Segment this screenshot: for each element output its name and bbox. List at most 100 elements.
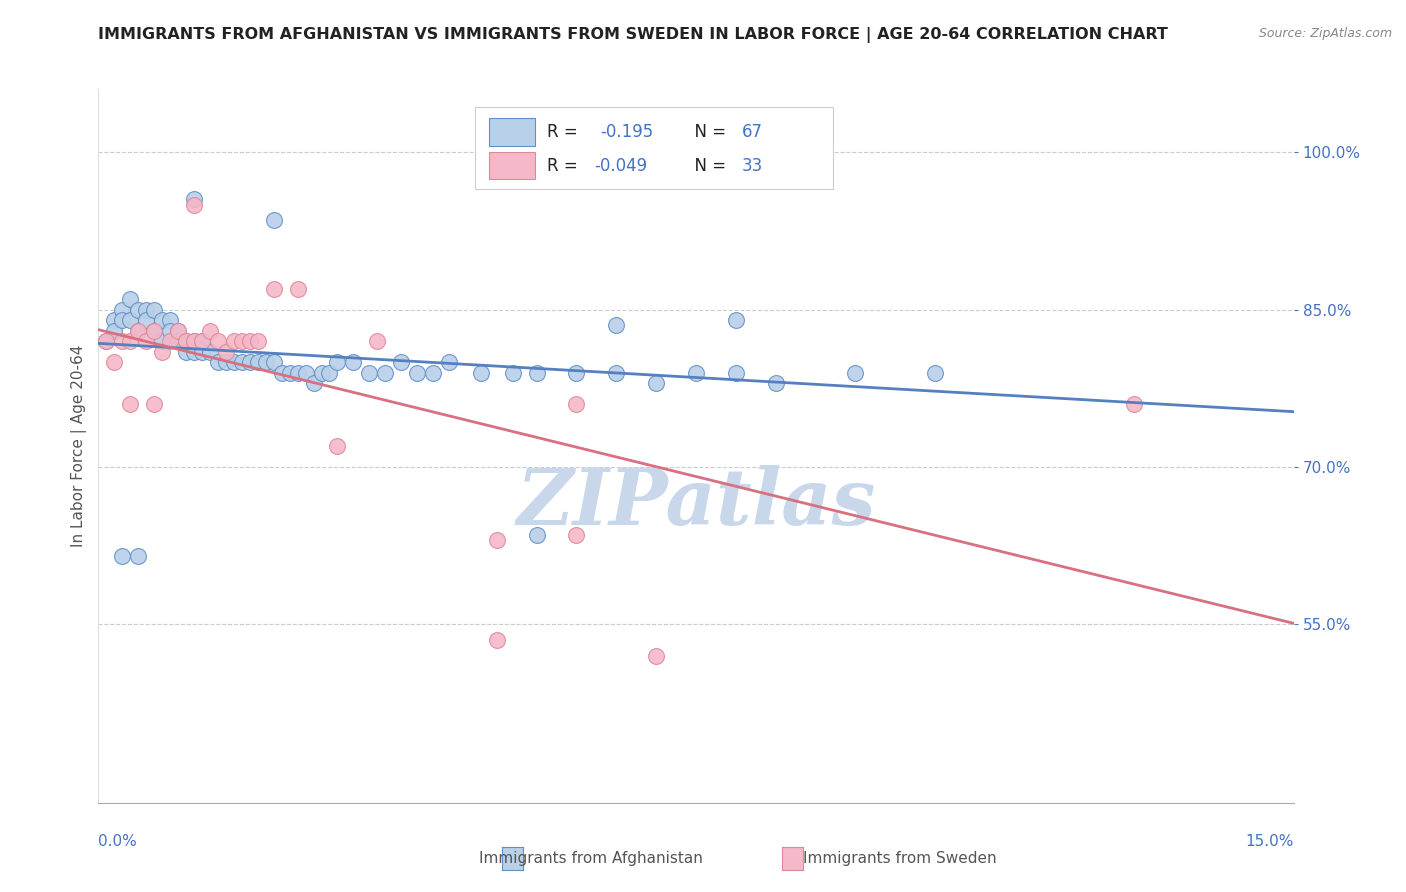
Point bbox=[502, 366, 524, 380]
Point bbox=[111, 313, 134, 327]
Point bbox=[120, 313, 142, 327]
Point bbox=[222, 355, 245, 369]
Point bbox=[263, 213, 285, 227]
Point bbox=[174, 334, 197, 348]
Point bbox=[150, 313, 173, 327]
Point bbox=[326, 355, 349, 369]
Point bbox=[215, 344, 238, 359]
Point bbox=[215, 355, 238, 369]
Text: Immigrants from Sweden: Immigrants from Sweden bbox=[803, 851, 997, 865]
Point bbox=[389, 355, 412, 369]
Text: IMMIGRANTS FROM AFGHANISTAN VS IMMIGRANTS FROM SWEDEN IN LABOR FORCE | AGE 20-64: IMMIGRANTS FROM AFGHANISTAN VS IMMIGRANT… bbox=[98, 27, 1168, 43]
Point bbox=[183, 344, 205, 359]
Point bbox=[183, 334, 205, 348]
Point bbox=[239, 355, 262, 369]
Point bbox=[645, 376, 668, 390]
Point bbox=[270, 366, 292, 380]
Point bbox=[605, 366, 627, 380]
Point bbox=[724, 366, 747, 380]
Point bbox=[207, 334, 229, 348]
Text: R =: R = bbox=[547, 157, 582, 175]
Point bbox=[374, 366, 396, 380]
Point bbox=[685, 366, 707, 380]
Point bbox=[294, 366, 316, 380]
Point bbox=[191, 344, 214, 359]
Point bbox=[135, 334, 157, 348]
Point bbox=[103, 355, 125, 369]
Point bbox=[127, 549, 149, 564]
Point bbox=[135, 313, 157, 327]
Point bbox=[143, 324, 166, 338]
Point bbox=[127, 302, 149, 317]
Point bbox=[231, 334, 253, 348]
Y-axis label: In Labor Force | Age 20-64: In Labor Force | Age 20-64 bbox=[72, 345, 87, 547]
Point bbox=[159, 334, 181, 348]
Point bbox=[198, 344, 221, 359]
FancyBboxPatch shape bbox=[475, 107, 834, 189]
Point bbox=[565, 397, 588, 411]
Point bbox=[207, 355, 229, 369]
Point bbox=[198, 324, 221, 338]
Point bbox=[1123, 397, 1146, 411]
Point bbox=[191, 334, 214, 348]
Point bbox=[183, 334, 205, 348]
Point bbox=[111, 334, 134, 348]
Point bbox=[183, 197, 205, 211]
Point bbox=[565, 366, 588, 380]
Point bbox=[120, 292, 142, 306]
Point bbox=[174, 334, 197, 348]
Point bbox=[167, 334, 190, 348]
Text: 15.0%: 15.0% bbox=[1246, 834, 1294, 849]
Point bbox=[159, 324, 181, 338]
Text: 33: 33 bbox=[741, 157, 762, 175]
Text: ZIPatlas: ZIPatlas bbox=[516, 465, 876, 541]
Point bbox=[111, 302, 134, 317]
FancyBboxPatch shape bbox=[489, 119, 534, 145]
Point bbox=[765, 376, 787, 390]
Text: Source: ZipAtlas.com: Source: ZipAtlas.com bbox=[1258, 27, 1392, 40]
Point bbox=[103, 313, 125, 327]
Point bbox=[174, 344, 197, 359]
Point bbox=[103, 324, 125, 338]
Point bbox=[111, 549, 134, 564]
Point bbox=[120, 334, 142, 348]
Text: R =: R = bbox=[547, 123, 588, 141]
Point bbox=[263, 355, 285, 369]
Point bbox=[127, 324, 149, 338]
Point bbox=[191, 334, 214, 348]
Point bbox=[302, 376, 325, 390]
Text: 0.0%: 0.0% bbox=[98, 834, 138, 849]
Point bbox=[485, 533, 508, 548]
Point bbox=[150, 344, 173, 359]
FancyBboxPatch shape bbox=[489, 152, 534, 179]
Point bbox=[924, 366, 946, 380]
Text: -0.195: -0.195 bbox=[600, 123, 654, 141]
Point bbox=[246, 355, 269, 369]
Text: 67: 67 bbox=[741, 123, 762, 141]
Point bbox=[222, 334, 245, 348]
Point bbox=[645, 648, 668, 663]
Point bbox=[143, 397, 166, 411]
Point bbox=[135, 302, 157, 317]
Point bbox=[406, 366, 429, 380]
Point bbox=[422, 366, 444, 380]
Point bbox=[96, 334, 118, 348]
Point bbox=[326, 439, 349, 453]
Point bbox=[724, 313, 747, 327]
Point bbox=[366, 334, 388, 348]
Text: N =: N = bbox=[685, 157, 731, 175]
Point bbox=[183, 193, 205, 207]
Point bbox=[159, 313, 181, 327]
Text: -0.049: -0.049 bbox=[595, 157, 648, 175]
Point bbox=[167, 324, 190, 338]
Point bbox=[437, 355, 460, 369]
Point bbox=[605, 318, 627, 333]
Point bbox=[318, 366, 340, 380]
Point bbox=[254, 355, 277, 369]
Point bbox=[526, 528, 548, 542]
Point bbox=[246, 334, 269, 348]
Point bbox=[127, 324, 149, 338]
Point bbox=[485, 633, 508, 648]
Point bbox=[143, 302, 166, 317]
Point bbox=[167, 324, 190, 338]
